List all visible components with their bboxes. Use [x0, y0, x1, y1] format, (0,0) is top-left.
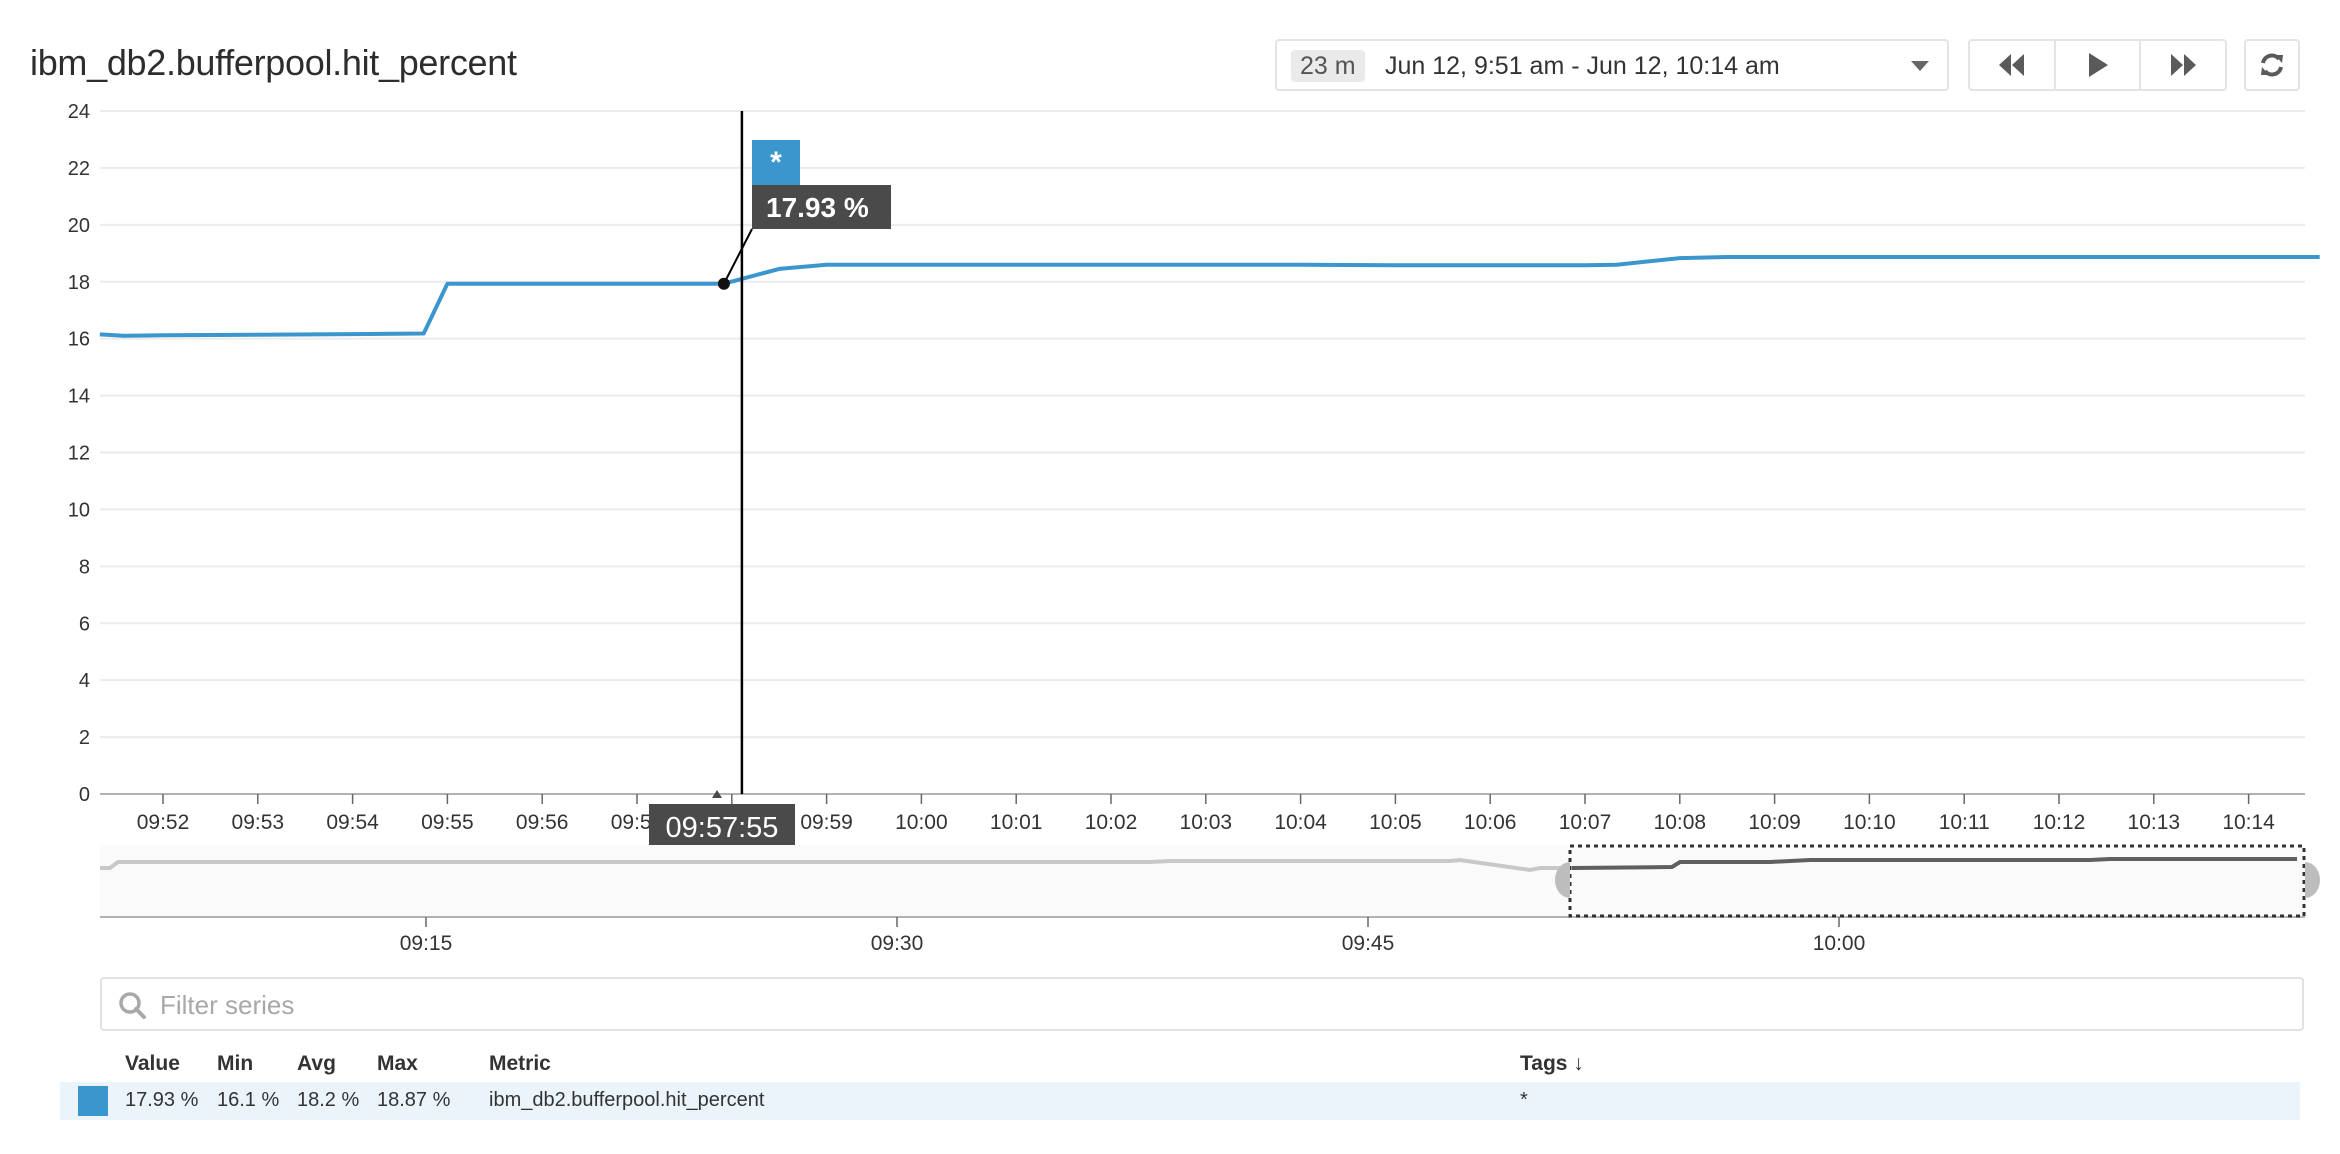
- svg-text:10: 10: [68, 499, 90, 521]
- svg-text:09:53: 09:53: [232, 811, 285, 834]
- series-tooltip: * 17.93 %: [752, 140, 891, 229]
- duration-badge: 23 m: [1291, 50, 1365, 82]
- play-button[interactable]: [2056, 41, 2142, 89]
- svg-text:2: 2: [79, 727, 90, 749]
- column-header-metric[interactable]: Metric: [489, 1052, 551, 1075]
- navigator[interactable]: 09:15 09:30 09:45 10:00: [100, 844, 2320, 955]
- legend-value: 17.93 %: [125, 1089, 199, 1111]
- svg-text:10:00: 10:00: [1813, 932, 1866, 955]
- svg-text:09:54: 09:54: [326, 811, 379, 834]
- svg-text:09:30: 09:30: [871, 932, 924, 955]
- svg-text:10:06: 10:06: [1464, 811, 1517, 834]
- legend-max: 18.87 %: [377, 1089, 451, 1111]
- svg-text:09:52: 09:52: [137, 811, 190, 834]
- rewind-button[interactable]: [1970, 41, 2056, 89]
- legend-row[interactable]: 17.93 % 16.1 % 18.2 % 18.87 % ibm_db2.bu…: [60, 1082, 2300, 1120]
- navigator-overview-line: [100, 857, 1570, 873]
- svg-text:10:14: 10:14: [2222, 811, 2275, 834]
- svg-text:6: 6: [79, 613, 90, 635]
- play-icon: [2088, 53, 2108, 77]
- series-line[interactable]: [99, 255, 2320, 338]
- svg-text:10:09: 10:09: [1748, 811, 1801, 834]
- svg-text:10:02: 10:02: [1085, 811, 1138, 834]
- svg-text:20: 20: [68, 215, 90, 237]
- svg-text:10:13: 10:13: [2128, 811, 2181, 834]
- svg-text:12: 12: [68, 443, 90, 465]
- svg-text:10:04: 10:04: [1274, 811, 1327, 834]
- column-header-tags[interactable]: Tags ↓: [1520, 1052, 1584, 1075]
- double-chevron-right-icon: [2171, 54, 2197, 76]
- search-icon: [119, 992, 146, 1019]
- svg-text:09:56: 09:56: [516, 811, 569, 834]
- svg-text:24: 24: [68, 101, 90, 123]
- time-navigation-group: [1968, 39, 2227, 91]
- x-axis: 09:5209:5309:5409:5509:5609:5709:5809:59…: [137, 794, 2275, 834]
- svg-text:8: 8: [79, 556, 90, 578]
- svg-text:10:03: 10:03: [1180, 811, 1233, 834]
- svg-text:10:08: 10:08: [1654, 811, 1707, 834]
- navigator-right-handle[interactable]: [2305, 862, 2320, 898]
- navigator-left-handle[interactable]: [1555, 862, 1570, 898]
- legend-min: 16.1 %: [217, 1089, 280, 1111]
- navigator-x-axis: 09:15 09:30 09:45 10:00: [400, 917, 1866, 955]
- double-chevron-left-icon: [1998, 54, 2024, 76]
- svg-text:10:11: 10:11: [1939, 811, 1990, 834]
- fast-forward-button[interactable]: [2141, 41, 2225, 89]
- filter-series-field[interactable]: [100, 977, 2304, 1031]
- time-tooltip: 09:57:55: [649, 790, 795, 850]
- svg-text:22: 22: [68, 158, 90, 180]
- svg-text:10:10: 10:10: [1843, 811, 1896, 834]
- svg-text:14: 14: [68, 386, 90, 408]
- column-header-value[interactable]: Value: [125, 1052, 180, 1075]
- caret-down-icon[interactable]: [1911, 61, 1929, 71]
- svg-text:09:59: 09:59: [800, 811, 853, 834]
- svg-text:16: 16: [68, 329, 90, 351]
- page-title: ibm_db2.bufferpool.hit_percent: [30, 42, 517, 83]
- chart-gridlines: [100, 110, 2305, 795]
- svg-text:10:12: 10:12: [2033, 811, 2086, 834]
- column-header-max[interactable]: Max: [377, 1052, 418, 1075]
- svg-text:0: 0: [79, 784, 90, 806]
- svg-text:10:00: 10:00: [895, 811, 948, 834]
- hovered-data-point: [717, 277, 730, 290]
- legend-metric: ibm_db2.bufferpool.hit_percent: [489, 1089, 765, 1111]
- navigator-selected-line: [1571, 857, 2297, 870]
- svg-text:10:05: 10:05: [1369, 811, 1422, 834]
- svg-text:10:01: 10:01: [990, 811, 1043, 834]
- tooltip-time: 09:57:55: [666, 812, 779, 844]
- series-color-swatch: [78, 1086, 108, 1116]
- filter-series-input[interactable]: [158, 987, 2262, 1023]
- refresh-button[interactable]: [2244, 39, 2300, 91]
- tooltip-value: 17.93 %: [766, 192, 869, 223]
- refresh-icon: [2261, 53, 2283, 77]
- legend-avg: 18.2 %: [297, 1089, 360, 1111]
- legend-tags: *: [1520, 1089, 1528, 1111]
- svg-text:10:07: 10:07: [1559, 811, 1612, 834]
- svg-text:4: 4: [79, 670, 90, 692]
- time-range-label: Jun 12, 9:51 am - Jun 12, 10:14 am: [1385, 52, 1780, 80]
- svg-text:09:45: 09:45: [1342, 932, 1395, 955]
- tooltip-leader-line: [723, 228, 753, 285]
- time-range-picker[interactable]: 23 m Jun 12, 9:51 am - Jun 12, 10:14 am: [1275, 39, 1949, 91]
- svg-text:18: 18: [68, 272, 90, 294]
- column-header-min[interactable]: Min: [217, 1052, 254, 1075]
- navigator-selection-window[interactable]: [1568, 844, 2306, 918]
- column-header-avg[interactable]: Avg: [297, 1052, 336, 1075]
- tooltip-series-tag: *: [770, 146, 782, 179]
- svg-text:09:15: 09:15: [400, 932, 453, 955]
- svg-text:09:55: 09:55: [421, 811, 474, 834]
